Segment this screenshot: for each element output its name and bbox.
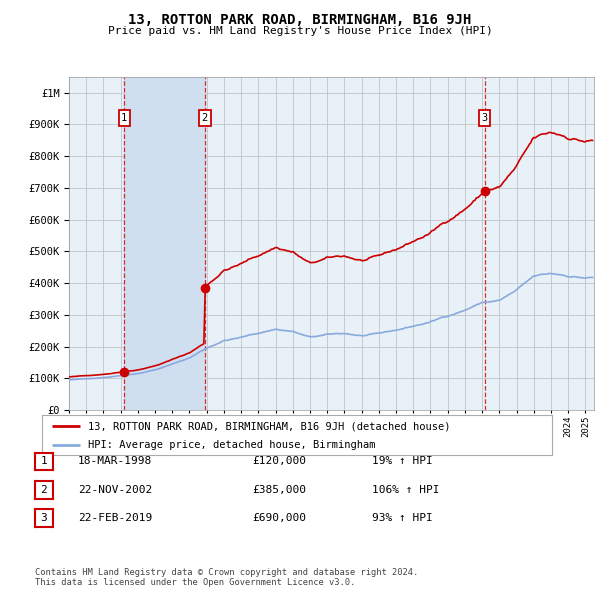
Text: 2: 2: [202, 113, 208, 123]
Text: 3: 3: [40, 513, 47, 523]
Text: 22-FEB-2019: 22-FEB-2019: [78, 513, 152, 523]
Text: 13, ROTTON PARK ROAD, BIRMINGHAM, B16 9JH (detached house): 13, ROTTON PARK ROAD, BIRMINGHAM, B16 9J…: [88, 421, 451, 431]
Text: 2: 2: [40, 485, 47, 494]
Text: 1: 1: [40, 457, 47, 466]
Text: £120,000: £120,000: [252, 457, 306, 466]
Text: Contains HM Land Registry data © Crown copyright and database right 2024.
This d: Contains HM Land Registry data © Crown c…: [35, 568, 418, 587]
Bar: [124, 77, 205, 410]
Text: 13, ROTTON PARK ROAD, BIRMINGHAM, B16 9JH: 13, ROTTON PARK ROAD, BIRMINGHAM, B16 9J…: [128, 13, 472, 27]
Text: 22-NOV-2002: 22-NOV-2002: [78, 485, 152, 494]
Text: 93% ↑ HPI: 93% ↑ HPI: [372, 513, 433, 523]
Text: HPI: Average price, detached house, Birmingham: HPI: Average price, detached house, Birm…: [88, 440, 376, 450]
Text: 1: 1: [121, 113, 127, 123]
Text: 106% ↑ HPI: 106% ↑ HPI: [372, 485, 439, 494]
Text: 19% ↑ HPI: 19% ↑ HPI: [372, 457, 433, 466]
Text: 18-MAR-1998: 18-MAR-1998: [78, 457, 152, 466]
Text: £690,000: £690,000: [252, 513, 306, 523]
Text: £385,000: £385,000: [252, 485, 306, 494]
Text: 3: 3: [481, 113, 488, 123]
Text: Price paid vs. HM Land Registry's House Price Index (HPI): Price paid vs. HM Land Registry's House …: [107, 26, 493, 36]
